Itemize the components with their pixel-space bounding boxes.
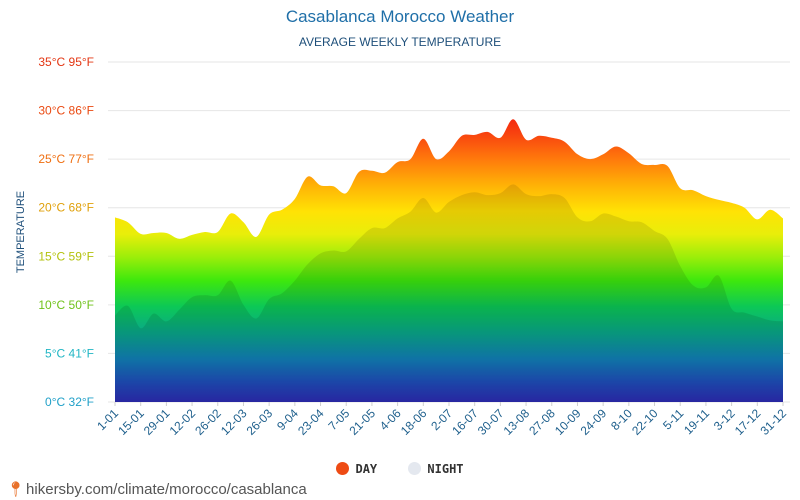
y-tick-label: 15°C 59°F xyxy=(38,249,94,263)
legend: DAY NIGHT xyxy=(0,462,800,476)
legend-day-label: DAY xyxy=(355,462,378,476)
x-tick-label: 16-07 xyxy=(449,406,481,438)
y-tick-label: 35°C 95°F xyxy=(38,55,94,69)
x-tick-label: 24-09 xyxy=(578,406,610,438)
x-tick-label: 19-11 xyxy=(681,406,712,437)
x-tick-label: 18-06 xyxy=(398,406,430,438)
x-tick-label: 17-12 xyxy=(732,406,764,438)
y-tick-label: 20°C 68°F xyxy=(38,201,94,215)
x-tick-label: 27-08 xyxy=(526,406,558,438)
x-tick-labels: 1-0115-0129-0112-0226-0212-0326-039-0423… xyxy=(94,402,789,438)
temperature-area-chart: 0°C 32°F 5°C 41°F 10°C 50°F 15°C 59°F 20°C 6… xyxy=(38,55,790,438)
y-tick-label: 30°C 86°F xyxy=(38,104,94,118)
legend-night-label: NIGHT xyxy=(427,462,464,476)
x-tick-label: 10-09 xyxy=(552,406,584,438)
x-tick-label: 26-02 xyxy=(192,406,224,438)
legend-day-dot xyxy=(336,462,350,475)
y-tick-labels: 0°C 32°F 5°C 41°F 10°C 50°F 15°C 59°F 20°C 6… xyxy=(38,55,94,409)
x-tick-label: 13-08 xyxy=(501,406,533,438)
x-tick-label: 12-02 xyxy=(167,406,199,438)
y-tick-label: 5°C 41°F xyxy=(45,346,94,360)
chart-subtitle: AVERAGE WEEKLY TEMPERATURE xyxy=(298,35,502,49)
legend-day[interactable]: DAY xyxy=(336,462,377,476)
x-tick-label: 30-07 xyxy=(475,406,507,438)
location-pin-icon: 📍︎ xyxy=(6,481,26,498)
source-link[interactable]: 📍︎hikersby.com/climate/morocco/casablanc… xyxy=(6,480,307,498)
x-tick-label: 31-12 xyxy=(758,406,790,438)
x-tick-label: 12-03 xyxy=(218,406,250,438)
y-tick-label: 25°C 77°F xyxy=(38,152,94,166)
legend-night-dot xyxy=(408,462,422,475)
x-tick-label: 29-01 xyxy=(141,406,173,438)
night-area-shade xyxy=(115,184,783,402)
y-tick-label: 0°C 32°F xyxy=(45,395,94,409)
chart-title: Casablanca Morocco Weather xyxy=(285,7,515,26)
x-tick-label: 22-10 xyxy=(629,406,661,438)
legend-night[interactable]: NIGHT xyxy=(408,462,464,476)
x-tick-label: 21-05 xyxy=(346,406,378,438)
y-tick-label: 10°C 50°F xyxy=(38,298,94,312)
x-tick-label: 23-04 xyxy=(295,406,327,438)
x-tick-label: 15-01 xyxy=(115,406,147,438)
night-area xyxy=(115,184,783,402)
x-tick-label: 26-03 xyxy=(244,406,276,438)
area-series xyxy=(115,119,783,402)
source-url: hikersby.com/climate/morocco/casablanca xyxy=(26,481,307,498)
